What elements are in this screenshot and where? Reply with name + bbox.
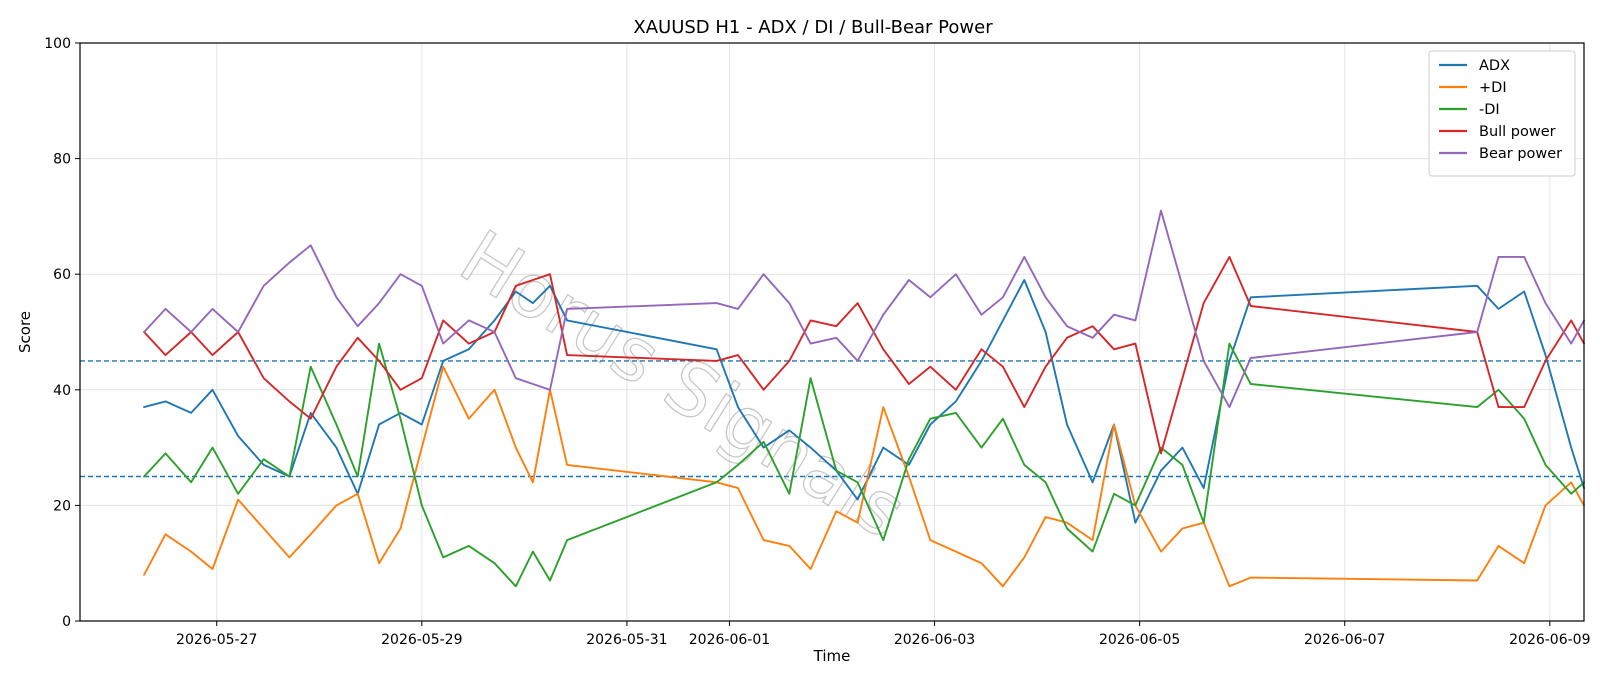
series-line-di <box>143 342 1585 588</box>
y-tick-label: 100 <box>44 36 71 52</box>
series-line-bull-power <box>143 255 1585 455</box>
x-tick-label: 2026-06-07 <box>1304 632 1385 648</box>
x-tick-label: 2026-06-05 <box>1099 632 1180 648</box>
x-axis-ticks: 2026-05-27 2026-05-29 2026-05-31 2026-06-01… <box>176 621 1591 648</box>
y-axis-label: Score <box>16 311 34 353</box>
legend-label: ADX <box>1479 58 1510 74</box>
legend-label: Bear power <box>1479 146 1562 162</box>
legend-label: +DI <box>1479 80 1507 96</box>
x-tick-label: 2026-05-29 <box>381 632 462 648</box>
x-tick-label: 2026-06-09 <box>1509 632 1590 648</box>
chart-title: XAUUSD H1 - ADX / DI / Bull-Bear Power <box>633 17 993 38</box>
y-axis-ticks: 0 20 40 60 80 100 <box>44 36 80 630</box>
x-tick-label: 2026-05-31 <box>586 632 667 648</box>
reference-lines <box>80 360 1584 478</box>
series-line-di <box>143 365 1585 588</box>
legend-label: -DI <box>1479 102 1500 118</box>
y-tick-label: 40 <box>53 383 71 399</box>
x-tick-label: 2026-06-01 <box>689 632 770 648</box>
x-tick-label: 2026-05-27 <box>176 632 257 648</box>
legend-box <box>1428 50 1576 177</box>
legend-label: Bull power <box>1479 124 1556 140</box>
y-tick-label: 60 <box>53 267 71 283</box>
series-line-bear-power <box>143 209 1585 409</box>
series-line-adx <box>143 279 1585 524</box>
plot-frame <box>79 42 1585 622</box>
x-tick-label: 2026-06-03 <box>894 632 975 648</box>
y-tick-label: 80 <box>53 152 71 168</box>
y-tick-label: 0 <box>62 614 71 630</box>
x-axis-label: Time <box>813 647 851 665</box>
y-tick-label: 20 <box>53 498 71 514</box>
series-lines <box>143 209 1585 588</box>
legend: ADX +DI -DI Bull power Bear power <box>1428 50 1576 177</box>
